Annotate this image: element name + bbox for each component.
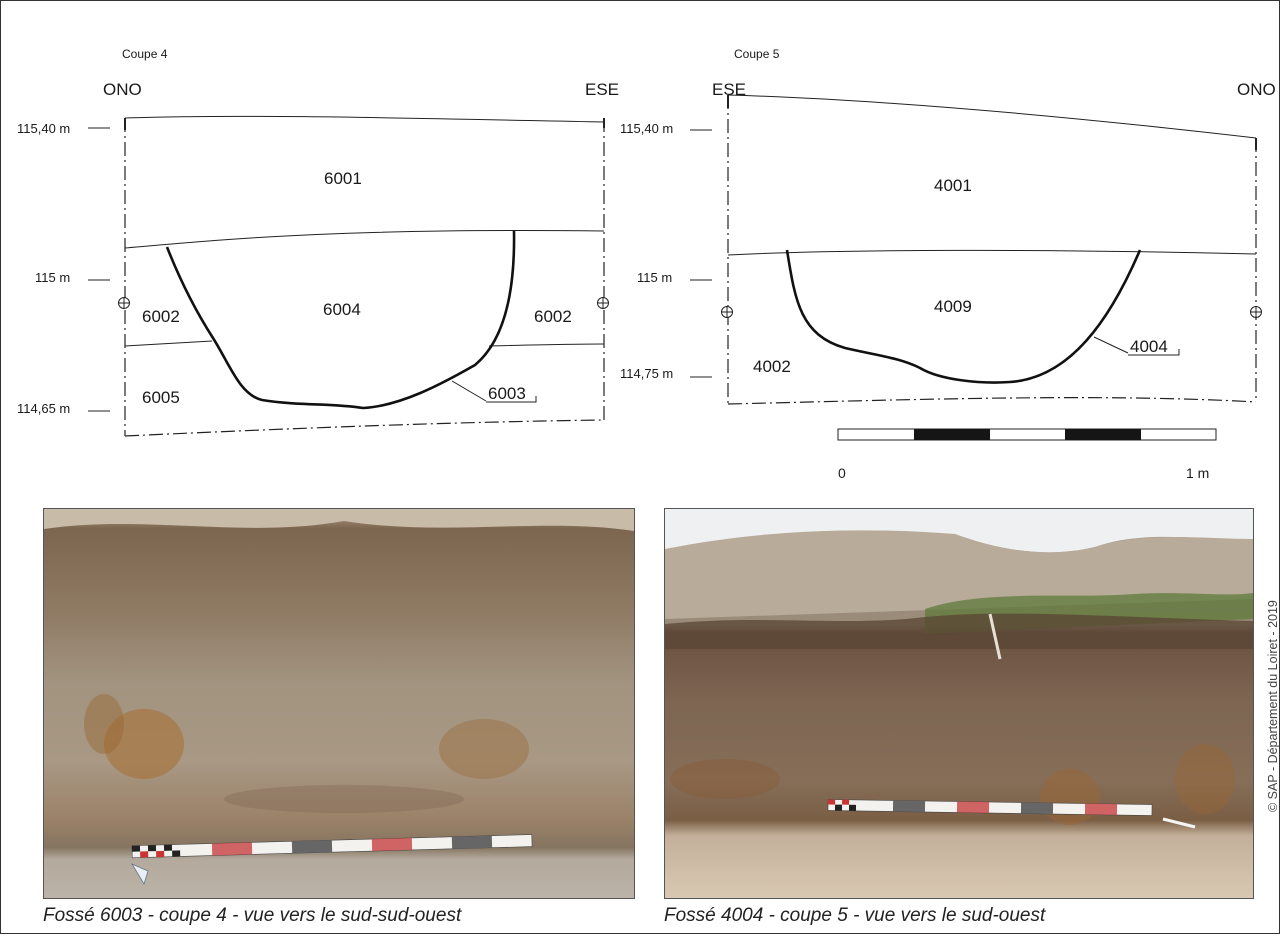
coupe5-drawing: Coupe 5 ESE ONO 115,40 m 115 m 114,75 m … <box>620 47 1276 405</box>
scale-bar: 0 1 m <box>837 428 1217 481</box>
coupe5-elevation-low: 114,75 m <box>620 366 673 381</box>
photo-coupe5-image <box>665 509 1253 898</box>
photo-coupe4 <box>43 508 635 899</box>
coupe4-right-datum-marker <box>597 297 609 309</box>
coupe4-left-orientation: ONO <box>103 80 142 99</box>
photo-coupe4-image <box>44 509 634 898</box>
section-drawings: Coupe 4 ONO ESE 115,40 m 115 m 114,65 m <box>17 47 1276 481</box>
coupe4-title: Coupe 4 <box>122 47 168 61</box>
photo-coupe5-caption: Fossé 4004 - coupe 5 - vue vers le sud-o… <box>664 905 1046 926</box>
coupe4-left-datum-marker <box>118 297 130 309</box>
coupe4-elevation-mid: 115 m <box>35 270 70 285</box>
copyright-credit: © SAP - Département du Loiret - 2019 <box>1266 600 1280 812</box>
coupe5-layer-top: 4001 <box>934 176 972 195</box>
coupe4-drawing: Coupe 4 ONO ESE 115,40 m 115 m 114,65 m <box>17 47 619 437</box>
coupe4-elevation-low: 114,65 m <box>17 401 70 416</box>
coupe5-left-orientation: ESE <box>712 80 746 99</box>
coupe4-elevation-top: 115,40 m <box>17 121 70 136</box>
coupe5-title: Coupe 5 <box>734 47 780 61</box>
scale-bar-end-label: 1 m <box>1186 465 1209 481</box>
coupe5-cut-label: 4004 <box>1130 337 1168 356</box>
coupe5-elevation-top: 115,40 m <box>620 121 673 136</box>
coupe5-left-datum-marker <box>721 306 733 318</box>
coupe4-layer-top: 6001 <box>324 169 362 188</box>
coupe5-layer-fill: 4009 <box>934 297 972 316</box>
coupe5-elevation-mid: 115 m <box>637 270 672 285</box>
coupe4-layer-right-side: 6002 <box>534 307 572 326</box>
photo-coupe4-caption: Fossé 6003 - coupe 4 - vue vers le sud-s… <box>43 905 462 926</box>
coupe4-layer-left-side: 6002 <box>142 307 180 326</box>
coupe5-right-orientation: ONO <box>1237 80 1276 99</box>
coupe4-cut-label: 6003 <box>488 384 526 403</box>
coupe4-layer-bottom: 6005 <box>142 388 180 407</box>
coupe4-layer-fill: 6004 <box>323 300 361 319</box>
coupe5-layer-side: 4002 <box>753 357 791 376</box>
photo-coupe5 <box>664 508 1254 899</box>
scale-bar-start-label: 0 <box>838 465 846 481</box>
coupe4-right-orientation: ESE <box>585 80 619 99</box>
coupe5-right-datum-marker <box>1250 306 1262 318</box>
